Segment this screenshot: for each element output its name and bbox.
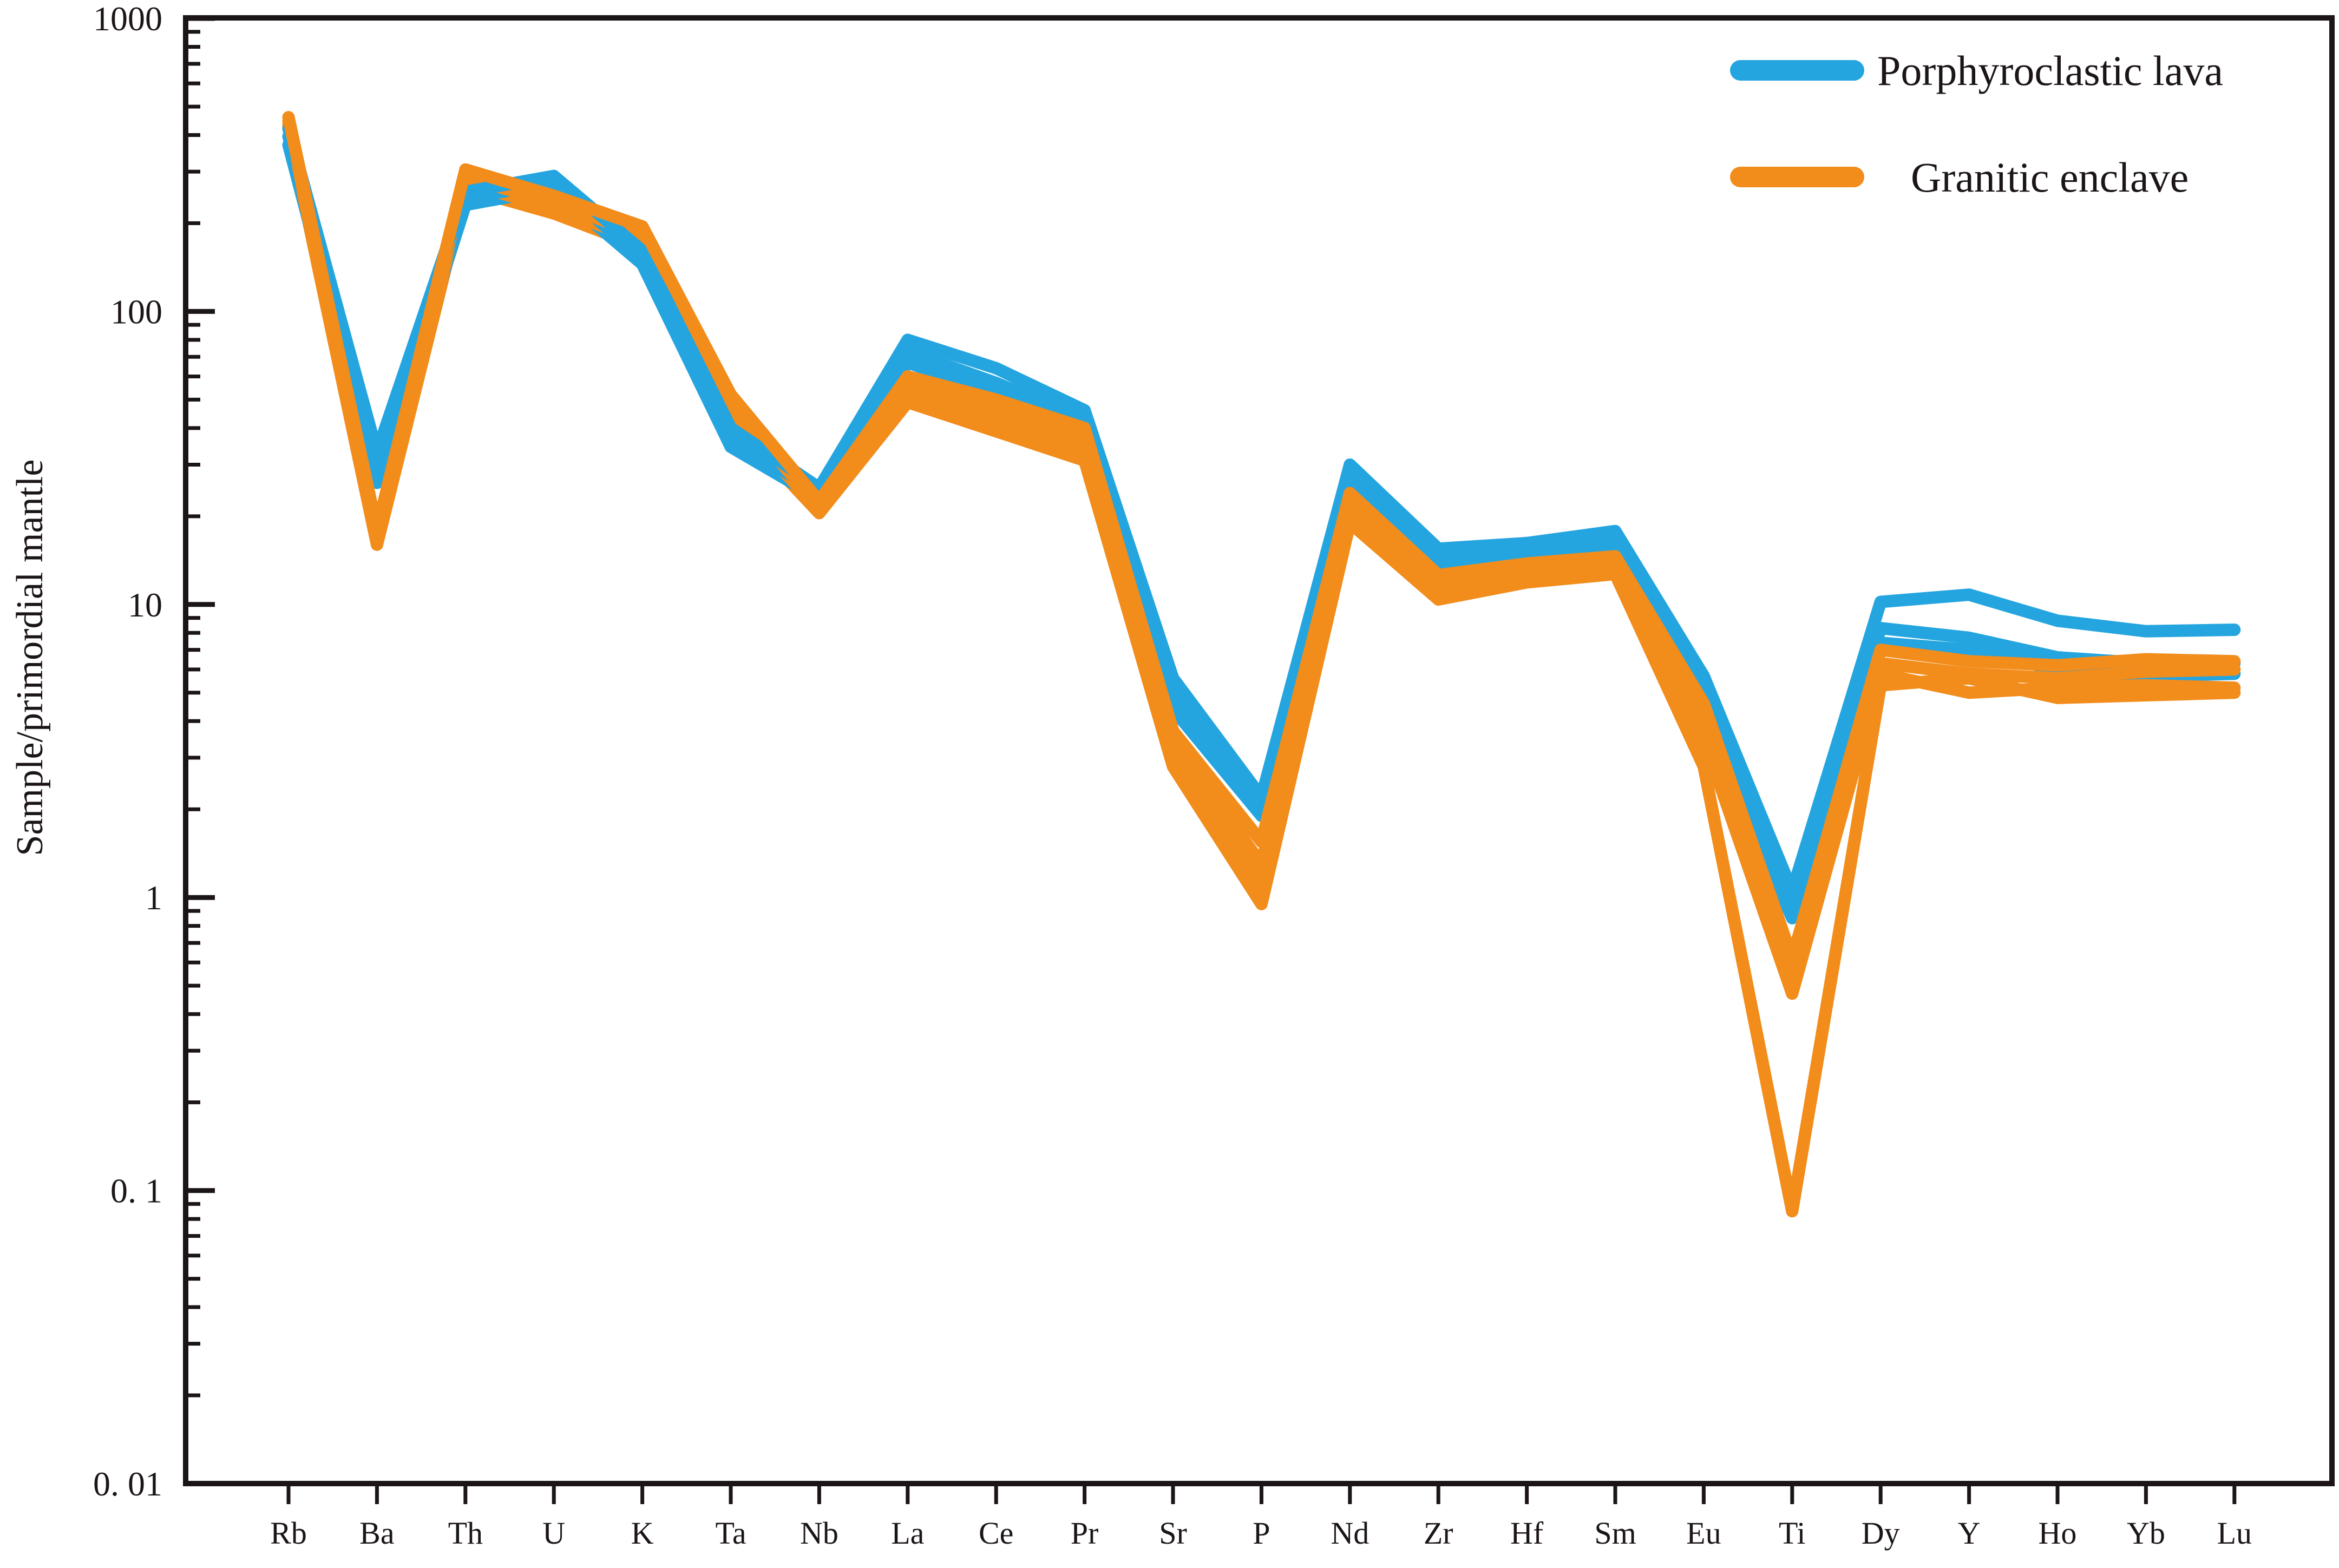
x-axis-label: Pr (1071, 1515, 1099, 1551)
sample-line-granitic-enclave (282, 111, 2241, 965)
x-axis-label: Hf (1510, 1515, 1544, 1551)
y-tick-label: 0. 01 (93, 1465, 162, 1503)
x-axis-label: Sm (1594, 1515, 1636, 1551)
x-axis-label: Ho (2039, 1515, 2077, 1551)
x-axis-label: K (631, 1515, 654, 1551)
plot-frame (183, 15, 2335, 1486)
x-axis-label: La (891, 1515, 924, 1551)
x-axis-label: Ti (1779, 1515, 1806, 1551)
x-axis-label: Sr (1159, 1515, 1187, 1551)
x-axis-label: Lu (2217, 1515, 2252, 1551)
x-axis-label: Nd (1331, 1515, 1369, 1551)
x-axis-label: Eu (1686, 1515, 1721, 1551)
x-axis-label: Yb (2127, 1515, 2165, 1551)
x-axis-label: Dy (1862, 1515, 1900, 1551)
y-tick-label: 10 (128, 586, 162, 624)
x-axis-label: Ta (715, 1515, 746, 1551)
x-axis-label: P (1253, 1515, 1270, 1551)
y-tick-label: 1 (145, 878, 162, 917)
sample-line-porphyroclastic-lava (282, 122, 2241, 898)
x-axis-label: Rb (270, 1515, 307, 1551)
x-axis-label: Nb (800, 1515, 838, 1551)
y-tick-label: 1000 (93, 0, 162, 38)
y-tick-label: 100 (110, 292, 162, 331)
legend-label-porphyroclastic-lava: Porphyroclastic lava (1877, 47, 2223, 94)
x-axis-label: Th (448, 1515, 483, 1551)
x-axis-label: Zr (1424, 1515, 1453, 1551)
x-axis-label: Y (1958, 1515, 1981, 1551)
legend-label-granitic-enclave: Granitic enclave (1911, 154, 2189, 201)
x-axis-label: Ba (359, 1515, 394, 1551)
y-tick-label: 0. 1 (110, 1172, 162, 1210)
x-axis-label: U (542, 1515, 565, 1551)
y-axis-title: Sample/primordial mantle (9, 460, 51, 856)
x-axis-label: Ce (979, 1515, 1013, 1551)
